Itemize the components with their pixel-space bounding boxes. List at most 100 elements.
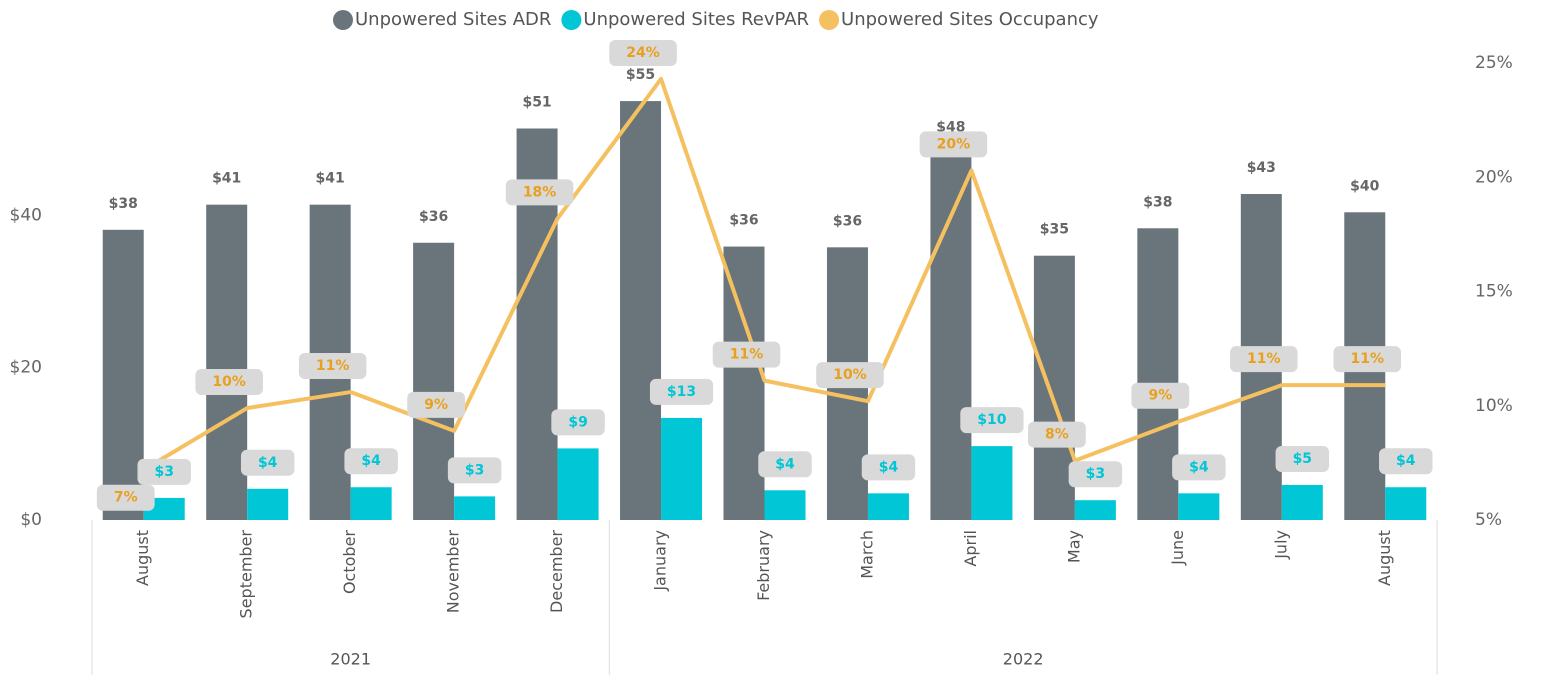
- y-tick-label: $0: [20, 510, 42, 530]
- legend-label: Unpowered Sites Occupancy: [841, 9, 1099, 30]
- bar: [247, 488, 289, 520]
- bar-label-bg: [1172, 454, 1226, 481]
- bar-label-group: $4: [758, 451, 812, 478]
- bar-label-bg: [344, 448, 398, 475]
- bar-label: $36: [729, 213, 758, 229]
- bar-label: $4: [879, 459, 899, 475]
- line-label-bg: [505, 179, 574, 206]
- line-label: 10%: [212, 374, 246, 390]
- x-tick-label: October: [340, 530, 359, 594]
- line-label-group: 8%: [1027, 421, 1086, 448]
- line-label-bg: [407, 391, 466, 418]
- line-label-bg: [298, 353, 367, 380]
- bar-label: $10: [977, 412, 1006, 428]
- line-label-bg: [919, 131, 988, 158]
- line-label-group: 24%: [609, 39, 677, 66]
- bar-label-group: $4: [1172, 454, 1226, 481]
- line-label-bg: [96, 484, 155, 511]
- x-tick-label: August: [133, 530, 152, 586]
- bar: [1385, 487, 1427, 520]
- bar-label: $4: [1396, 453, 1416, 469]
- line-label-bg: [1230, 346, 1298, 373]
- bar-label-group: $3: [1068, 461, 1123, 488]
- bar-label: $4: [1189, 459, 1209, 475]
- line-label-bg: [1333, 346, 1402, 373]
- bar-label-bg: [240, 449, 295, 476]
- bar: [971, 446, 1013, 520]
- legend-marker: [561, 10, 582, 30]
- bar-label: $9: [568, 414, 587, 430]
- bar-label: $55: [626, 67, 655, 83]
- bar: [930, 153, 972, 520]
- bar-label-group: $9: [551, 409, 605, 436]
- bar: [1178, 493, 1220, 520]
- bar: [764, 490, 806, 520]
- x-tick-label: December: [547, 530, 566, 613]
- line-label-bg: [1131, 382, 1190, 409]
- line-label-bg: [816, 362, 884, 389]
- bar-label: $4: [258, 455, 278, 471]
- x-tick-label: January: [651, 530, 670, 592]
- bar-label-group: $3: [447, 457, 502, 484]
- bar: [1281, 484, 1323, 520]
- line-label-group: 10%: [816, 362, 884, 389]
- line-label-group: 11%: [298, 353, 367, 380]
- bar: [206, 204, 248, 521]
- bar: [454, 496, 496, 520]
- bar-label: $41: [212, 171, 241, 187]
- line-label: 10%: [833, 367, 867, 383]
- x-tick-label: April: [961, 530, 980, 567]
- bar-label-group: $4: [344, 448, 398, 475]
- bar-label-group: $3: [137, 458, 191, 485]
- x-tick-label: July: [1271, 530, 1290, 560]
- y-tick-label: $40: [10, 205, 42, 225]
- y2-tick-label: 15%: [1475, 282, 1513, 302]
- line-label: 11%: [730, 347, 764, 363]
- line-label-bg: [609, 39, 677, 66]
- bar: [350, 487, 392, 520]
- bar-label: $4: [775, 456, 795, 472]
- bar: [1033, 255, 1075, 520]
- legend-marker: [819, 10, 840, 30]
- x-tick-label: May: [1064, 530, 1083, 563]
- line-label: 9%: [424, 397, 448, 413]
- bar-label-bg: [1379, 448, 1433, 475]
- bar-label-bg: [758, 451, 812, 478]
- bar: [867, 493, 909, 520]
- y2-tick-label: 25%: [1475, 53, 1513, 73]
- line-label-bg: [195, 369, 263, 396]
- line-label: 11%: [316, 358, 350, 374]
- line-label-group: 7%: [96, 484, 155, 511]
- bar: [723, 246, 765, 521]
- bar-label: $35: [1040, 222, 1069, 238]
- line-label-group: 10%: [195, 369, 263, 396]
- bar: [620, 101, 662, 520]
- bar-label: $43: [1247, 160, 1276, 176]
- bar-label-group: $4: [240, 449, 295, 476]
- bar-label: $40: [1350, 178, 1379, 194]
- bar-label: $5: [1293, 451, 1312, 467]
- line-label-group: 9%: [407, 391, 466, 418]
- bar-label-bg: [861, 454, 916, 481]
- line-label: 11%: [1247, 351, 1281, 367]
- line: [142, 76, 1386, 472]
- line-label: 18%: [523, 184, 557, 200]
- bar-label: $51: [522, 95, 551, 111]
- x-tick-label: February: [754, 530, 773, 601]
- bar: [102, 229, 144, 520]
- y2-tick-label: 20%: [1475, 167, 1513, 187]
- bar-label-group: $5: [1275, 445, 1330, 472]
- x-tick-label: November: [444, 530, 463, 614]
- bar-label: $3: [1086, 466, 1105, 482]
- line-label: 24%: [626, 45, 660, 61]
- x-tick-label: September: [237, 530, 256, 619]
- line-label: 11%: [1351, 351, 1385, 367]
- line-label-group: 11%: [1230, 346, 1298, 373]
- line-label-group: 11%: [1333, 346, 1402, 373]
- bar-label-bg: [137, 458, 191, 485]
- line-label-bg: [712, 341, 781, 368]
- bar-label-bg: [1068, 461, 1123, 488]
- group-label: 2021: [330, 650, 371, 669]
- legend-label: Unpowered Sites RevPAR: [583, 9, 809, 30]
